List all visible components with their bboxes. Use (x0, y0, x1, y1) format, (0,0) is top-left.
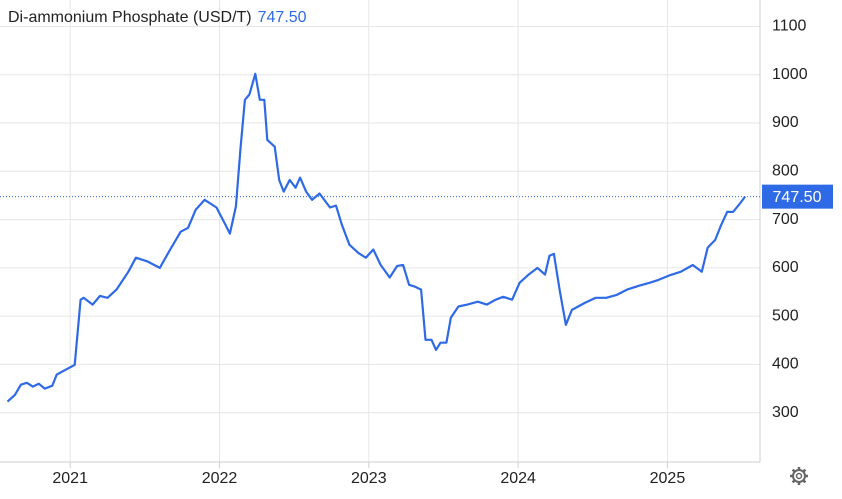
settings-icon[interactable] (790, 467, 808, 485)
y-tick-label: 600 (772, 259, 799, 276)
chart-title: Di-ammonium Phosphate (USD/T) (8, 9, 252, 26)
gear-center[interactable] (795, 472, 803, 480)
y-tick-label: 900 (772, 114, 799, 131)
y-tick-label: 800 (772, 163, 799, 180)
y-tick-label: 1000 (772, 66, 808, 83)
price-line (6, 72, 746, 403)
last-price-label: 747.50 (258, 9, 307, 26)
y-tick-label: 300 (772, 404, 799, 421)
last-price-axis-label: 747.50 (773, 189, 822, 206)
y-tick-label: 700 (772, 211, 799, 228)
last-price-box (762, 184, 833, 209)
y-tick-label: 400 (772, 356, 799, 373)
y-tick-label: 1100 (772, 18, 807, 35)
x-tick-label: 2024 (500, 470, 536, 487)
x-tick-label: 2023 (351, 470, 387, 487)
gear-teeth[interactable] (790, 467, 808, 485)
y-tick-label: 500 (772, 307, 799, 324)
x-tick-label: 2022 (202, 470, 238, 487)
x-tick-label: 2021 (52, 470, 88, 487)
x-tick-label: 2025 (650, 470, 686, 487)
